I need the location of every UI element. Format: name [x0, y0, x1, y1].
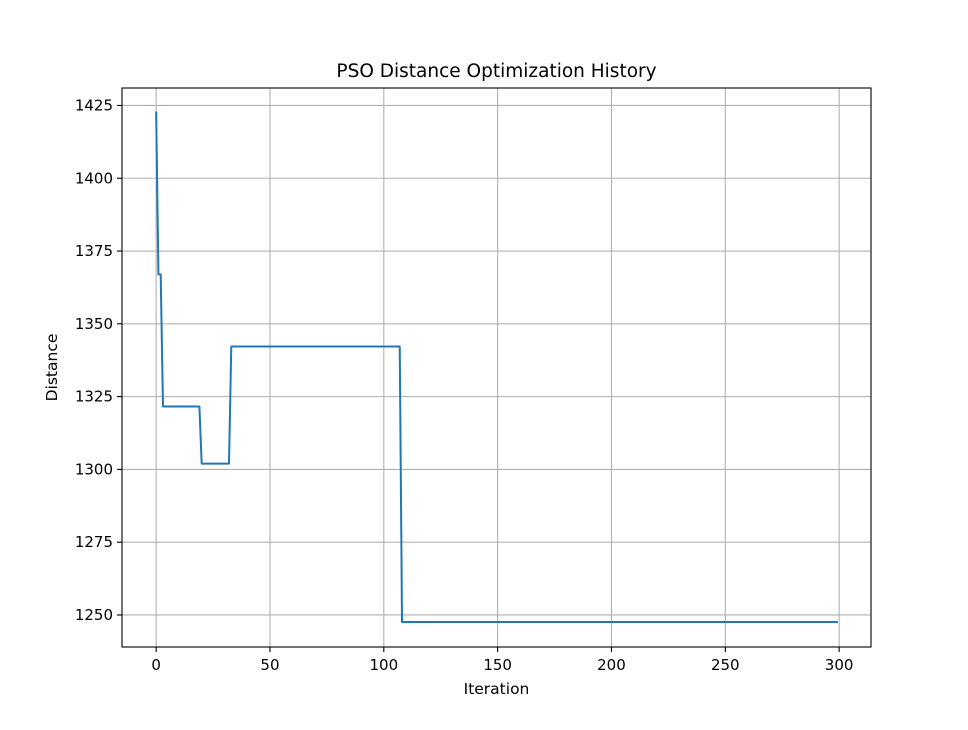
- chart-title: PSO Distance Optimization History: [336, 61, 656, 82]
- x-tick-label: 50: [260, 656, 279, 674]
- plot-frame: [121, 87, 872, 648]
- y-tick-label: 1400: [75, 169, 113, 187]
- series-layer: [155, 111, 838, 623]
- x-tick-label: 250: [711, 656, 740, 674]
- x-tick-label: 100: [369, 656, 398, 674]
- x-tick-label: 0: [151, 656, 161, 674]
- y-tick-label: 1275: [75, 533, 113, 551]
- axis-ticks: 0 50 100 150 200 250 300 1250 1275 1300 1325 1350 13…: [75, 96, 854, 674]
- x-axis-label: Iteration: [464, 680, 530, 698]
- y-tick-label: 1250: [75, 606, 113, 624]
- series-line: [155, 111, 838, 623]
- y-tick-label: 1325: [75, 388, 113, 406]
- y-tick-label: 1350: [75, 315, 113, 333]
- y-tick-label: 1300: [75, 460, 113, 478]
- y-axis-label: Distance: [43, 334, 61, 402]
- x-tick-label: 150: [483, 656, 512, 674]
- x-tick-label: 300: [825, 656, 854, 674]
- y-tick-label: 1425: [75, 96, 113, 114]
- y-tick-label: 1375: [75, 242, 113, 260]
- x-tick-label: 200: [597, 656, 626, 674]
- grid-lines: [122, 88, 871, 647]
